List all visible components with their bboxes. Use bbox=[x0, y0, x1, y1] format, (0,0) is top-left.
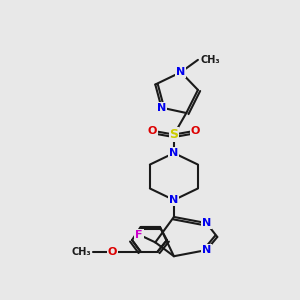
Text: N: N bbox=[169, 148, 178, 158]
Text: CH₃: CH₃ bbox=[200, 55, 220, 65]
Text: N: N bbox=[157, 103, 166, 112]
Text: N: N bbox=[202, 218, 211, 228]
Text: CH₃: CH₃ bbox=[71, 247, 91, 256]
Text: O: O bbox=[108, 247, 117, 256]
Text: N: N bbox=[176, 67, 185, 77]
Text: O: O bbox=[191, 126, 200, 136]
Text: O: O bbox=[148, 126, 157, 136]
Text: S: S bbox=[169, 128, 178, 141]
Text: F: F bbox=[135, 230, 143, 240]
Text: N: N bbox=[169, 195, 178, 205]
Text: N: N bbox=[202, 245, 211, 255]
